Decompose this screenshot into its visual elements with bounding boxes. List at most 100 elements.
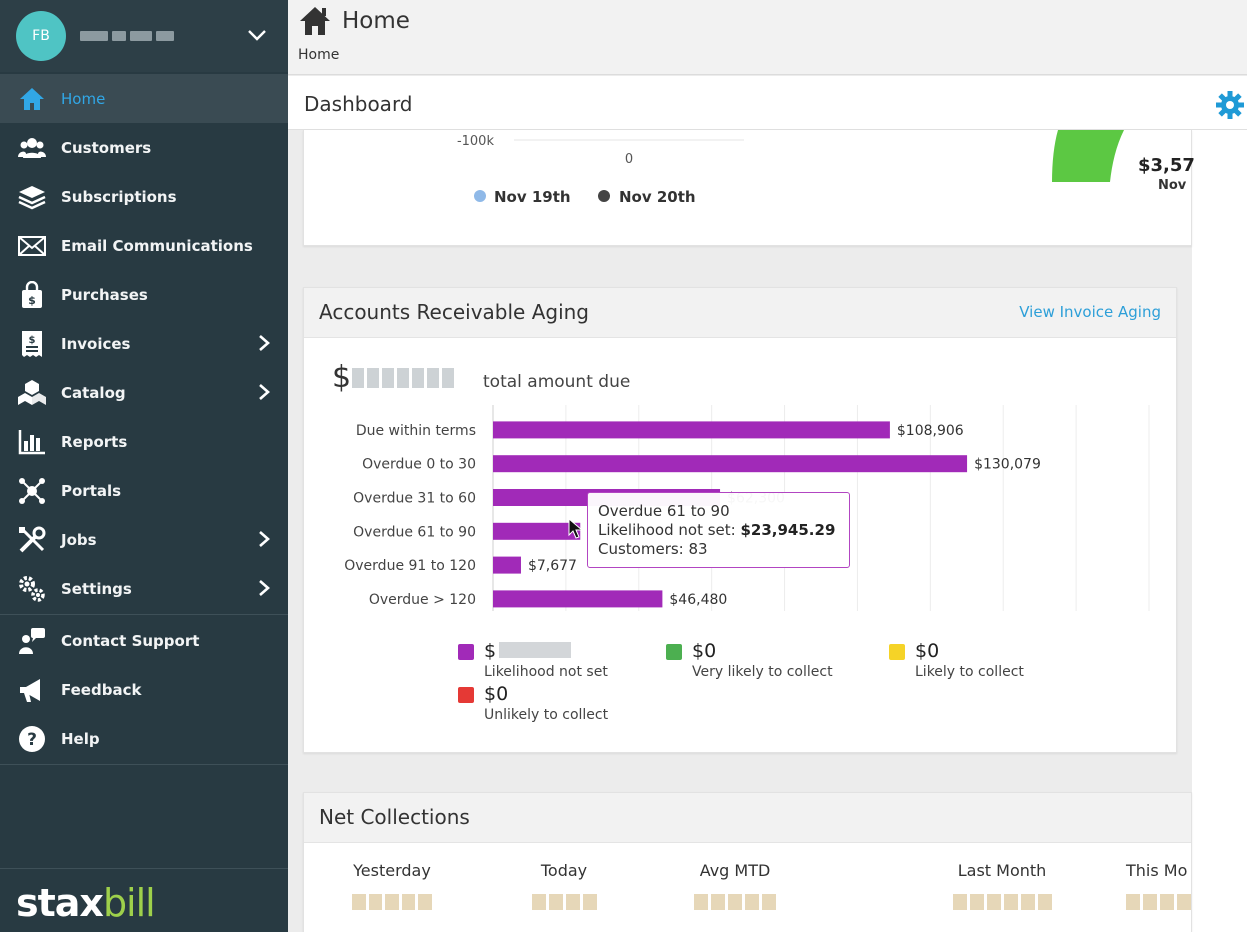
- nav-divider: [0, 764, 288, 765]
- net-col-header: Yesterday: [353, 861, 431, 880]
- sidebar-item-portals[interactable]: Portals: [0, 466, 288, 515]
- sidebar: FB Home Customers Subscriptions Email Co…: [0, 0, 288, 932]
- legend-label-nov-20: Nov 20th: [619, 188, 696, 206]
- sidebar-item-jobs[interactable]: Jobs: [0, 515, 288, 564]
- shopping-bag-icon: $: [18, 280, 46, 309]
- mouse-cursor: [568, 518, 584, 539]
- breadcrumb[interactable]: Home: [298, 47, 340, 63]
- tooltip-title: Overdue 61 to 90: [598, 502, 730, 520]
- home-icon: [18, 85, 46, 113]
- legend-swatch: [458, 644, 474, 660]
- total-amount-redacted: [352, 368, 454, 388]
- legend-label: Unlikely to collect: [484, 707, 609, 723]
- sidebar-item-contact-support[interactable]: Contact Support: [0, 616, 288, 665]
- chevron-right-icon: [259, 580, 270, 596]
- sidebar-item-settings[interactable]: Settings: [0, 564, 288, 613]
- bar-chart-icon: [18, 428, 46, 456]
- net-col-avg-mtd: Avg MTD: [690, 861, 780, 910]
- sidebar-nav: Home Customers Subscriptions Email Commu…: [0, 74, 288, 766]
- sidebar-item-label: Portals: [61, 481, 122, 500]
- legend-swatch: [458, 687, 474, 703]
- user-menu[interactable]: FB: [0, 0, 288, 72]
- bar: [493, 556, 521, 574]
- network-icon: [18, 477, 46, 505]
- sidebar-item-label: Invoices: [61, 334, 131, 353]
- sidebar-item-help[interactable]: ? Help: [0, 714, 288, 763]
- chevron-right-icon: [259, 335, 270, 351]
- panel-title: Net Collections: [319, 805, 470, 829]
- svg-text:$: $: [29, 335, 36, 346]
- gear-icon[interactable]: [1215, 90, 1245, 120]
- legend-amount: $: [484, 640, 572, 662]
- net-col-header: Avg MTD: [699, 861, 771, 880]
- sidebar-item-home[interactable]: Home: [0, 74, 288, 123]
- y-tick-label: -100k: [457, 134, 495, 149]
- sidebar-item-label: Subscriptions: [61, 187, 177, 206]
- net-col-yesterday: Yesterday: [352, 861, 432, 910]
- tooltip-value-label: Likelihood not set:: [598, 521, 741, 539]
- tooltip-customers: Customers: 83: [598, 540, 708, 558]
- sidebar-item-label: Contact Support: [61, 631, 200, 650]
- brand-logo-text-1: stax: [16, 881, 104, 925]
- sidebar-item-feedback[interactable]: Feedback: [0, 665, 288, 714]
- sales-chart-panel: -100k 0 Nov 19th Nov 20th: [303, 130, 1192, 246]
- net-collections-panel: Net Collections Yesterday Today Avg MTD …: [303, 792, 1192, 932]
- net-col-header: Today: [540, 861, 588, 880]
- right-gutter: [1192, 130, 1247, 932]
- page-header: Home Home: [288, 0, 1247, 75]
- tooltip-value: $23,945.29: [740, 521, 836, 539]
- net-collections-columns: Yesterday Today Avg MTD Last Month This …: [304, 861, 1193, 921]
- legend-label: Likelihood not set: [484, 664, 608, 680]
- chevron-down-icon[interactable]: [246, 24, 268, 46]
- panel-header: Accounts Receivable Aging View Invoice A…: [304, 288, 1176, 338]
- net-col-header: Last Month: [957, 861, 1047, 880]
- sidebar-item-email-communications[interactable]: Email Communications: [0, 221, 288, 270]
- bar: [493, 455, 968, 473]
- chart-tooltip: Overdue 61 to 90 Likelihood not set: $23…: [587, 492, 850, 568]
- data-label: $46,480: [669, 592, 727, 608]
- legend-label: Likely to collect: [915, 664, 1024, 680]
- legend-amount: $0: [692, 640, 717, 662]
- sidebar-item-reports[interactable]: Reports: [0, 417, 288, 466]
- sidebar-item-catalog[interactable]: Catalog: [0, 368, 288, 417]
- legend-amount-prefix: $: [484, 640, 497, 662]
- sidebar-item-purchases[interactable]: $ Purchases: [0, 270, 288, 319]
- brand-logo[interactable]: staxbill: [0, 868, 288, 932]
- net-col-value-redacted: [1126, 894, 1196, 910]
- sidebar-item-subscriptions[interactable]: Subscriptions: [0, 172, 288, 221]
- sales-amount: $3,57: [1138, 155, 1195, 176]
- chevron-right-icon: [259, 531, 270, 547]
- panel-title: Accounts Receivable Aging: [319, 300, 589, 324]
- view-invoice-aging-link[interactable]: View Invoice Aging: [1019, 303, 1161, 321]
- sidebar-item-label: Settings: [61, 579, 132, 598]
- total-amount-prefix: $: [332, 360, 352, 395]
- brand-logo-text-2: bill: [102, 881, 156, 925]
- legend-amount-redacted: [499, 642, 572, 658]
- net-col-last-month: Last Month: [952, 861, 1052, 910]
- sidebar-item-label: Help: [61, 729, 100, 748]
- svg-text:?: ?: [27, 730, 37, 750]
- sidebar-item-label: Jobs: [61, 530, 97, 549]
- net-col-value-redacted: [524, 894, 604, 910]
- net-col-value-redacted: [352, 894, 432, 910]
- help-icon: ?: [18, 725, 46, 753]
- envelope-icon: [18, 232, 46, 260]
- bar: [493, 590, 663, 608]
- sidebar-item-label: Purchases: [61, 285, 148, 304]
- sidebar-item-customers[interactable]: Customers: [0, 123, 288, 172]
- legend-swatch: [666, 644, 682, 660]
- legend-swatch: [889, 644, 905, 660]
- nav-divider: [0, 614, 288, 615]
- total-amount-label: total amount due: [483, 372, 631, 392]
- sidebar-item-invoices[interactable]: $ Invoices: [0, 319, 288, 368]
- dashboard-title: Dashboard: [304, 92, 413, 116]
- category-label: Overdue > 120: [369, 592, 476, 608]
- category-label: Overdue 61 to 90: [353, 524, 476, 540]
- support-icon: [18, 627, 46, 655]
- customers-icon: [18, 134, 46, 162]
- avatar[interactable]: FB: [16, 11, 66, 61]
- category-label: Due within terms: [356, 423, 476, 439]
- svg-text:$: $: [28, 294, 36, 307]
- tools-icon: [18, 526, 46, 554]
- net-col-value-redacted: [690, 894, 780, 910]
